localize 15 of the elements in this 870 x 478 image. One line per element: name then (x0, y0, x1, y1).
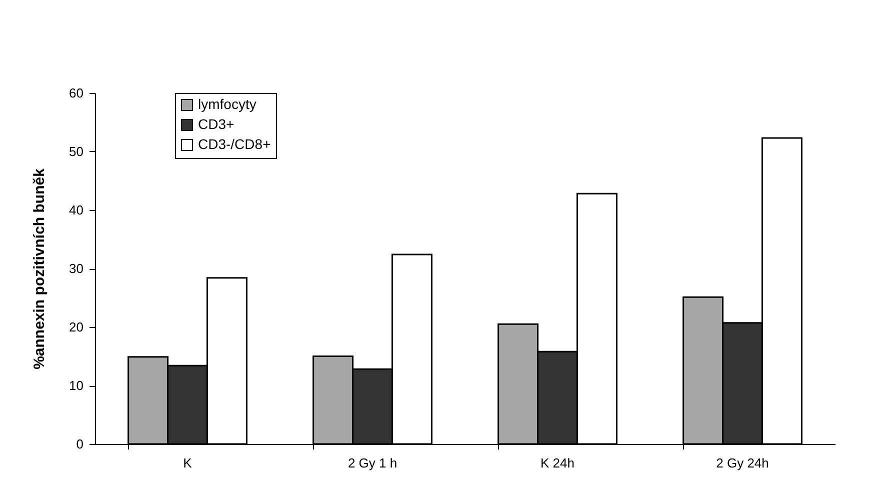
legend-label: CD3+ (198, 116, 234, 132)
y-tick-label: 60 (69, 86, 84, 100)
x-tick-label: 2 Gy 1 h (348, 456, 398, 470)
y-tick-label: 50 (69, 144, 84, 159)
legend-label: CD3-/CD8+ (198, 136, 271, 152)
y-tick-label: 20 (69, 320, 84, 334)
x-tick-label: K (183, 456, 192, 470)
y-tick-label: 30 (69, 261, 84, 276)
y-tick-label: 10 (69, 378, 84, 393)
x-tick-label: K 24h (540, 456, 574, 470)
y-tick-label: 0 (76, 436, 84, 452)
y-axis-title: %annexin pozitivních buněk (31, 168, 48, 370)
y-tick-label: 40 (69, 202, 84, 218)
legend-label: lymfocyty (198, 96, 256, 112)
x-tick-label: 2 Gy 24h (716, 456, 769, 470)
